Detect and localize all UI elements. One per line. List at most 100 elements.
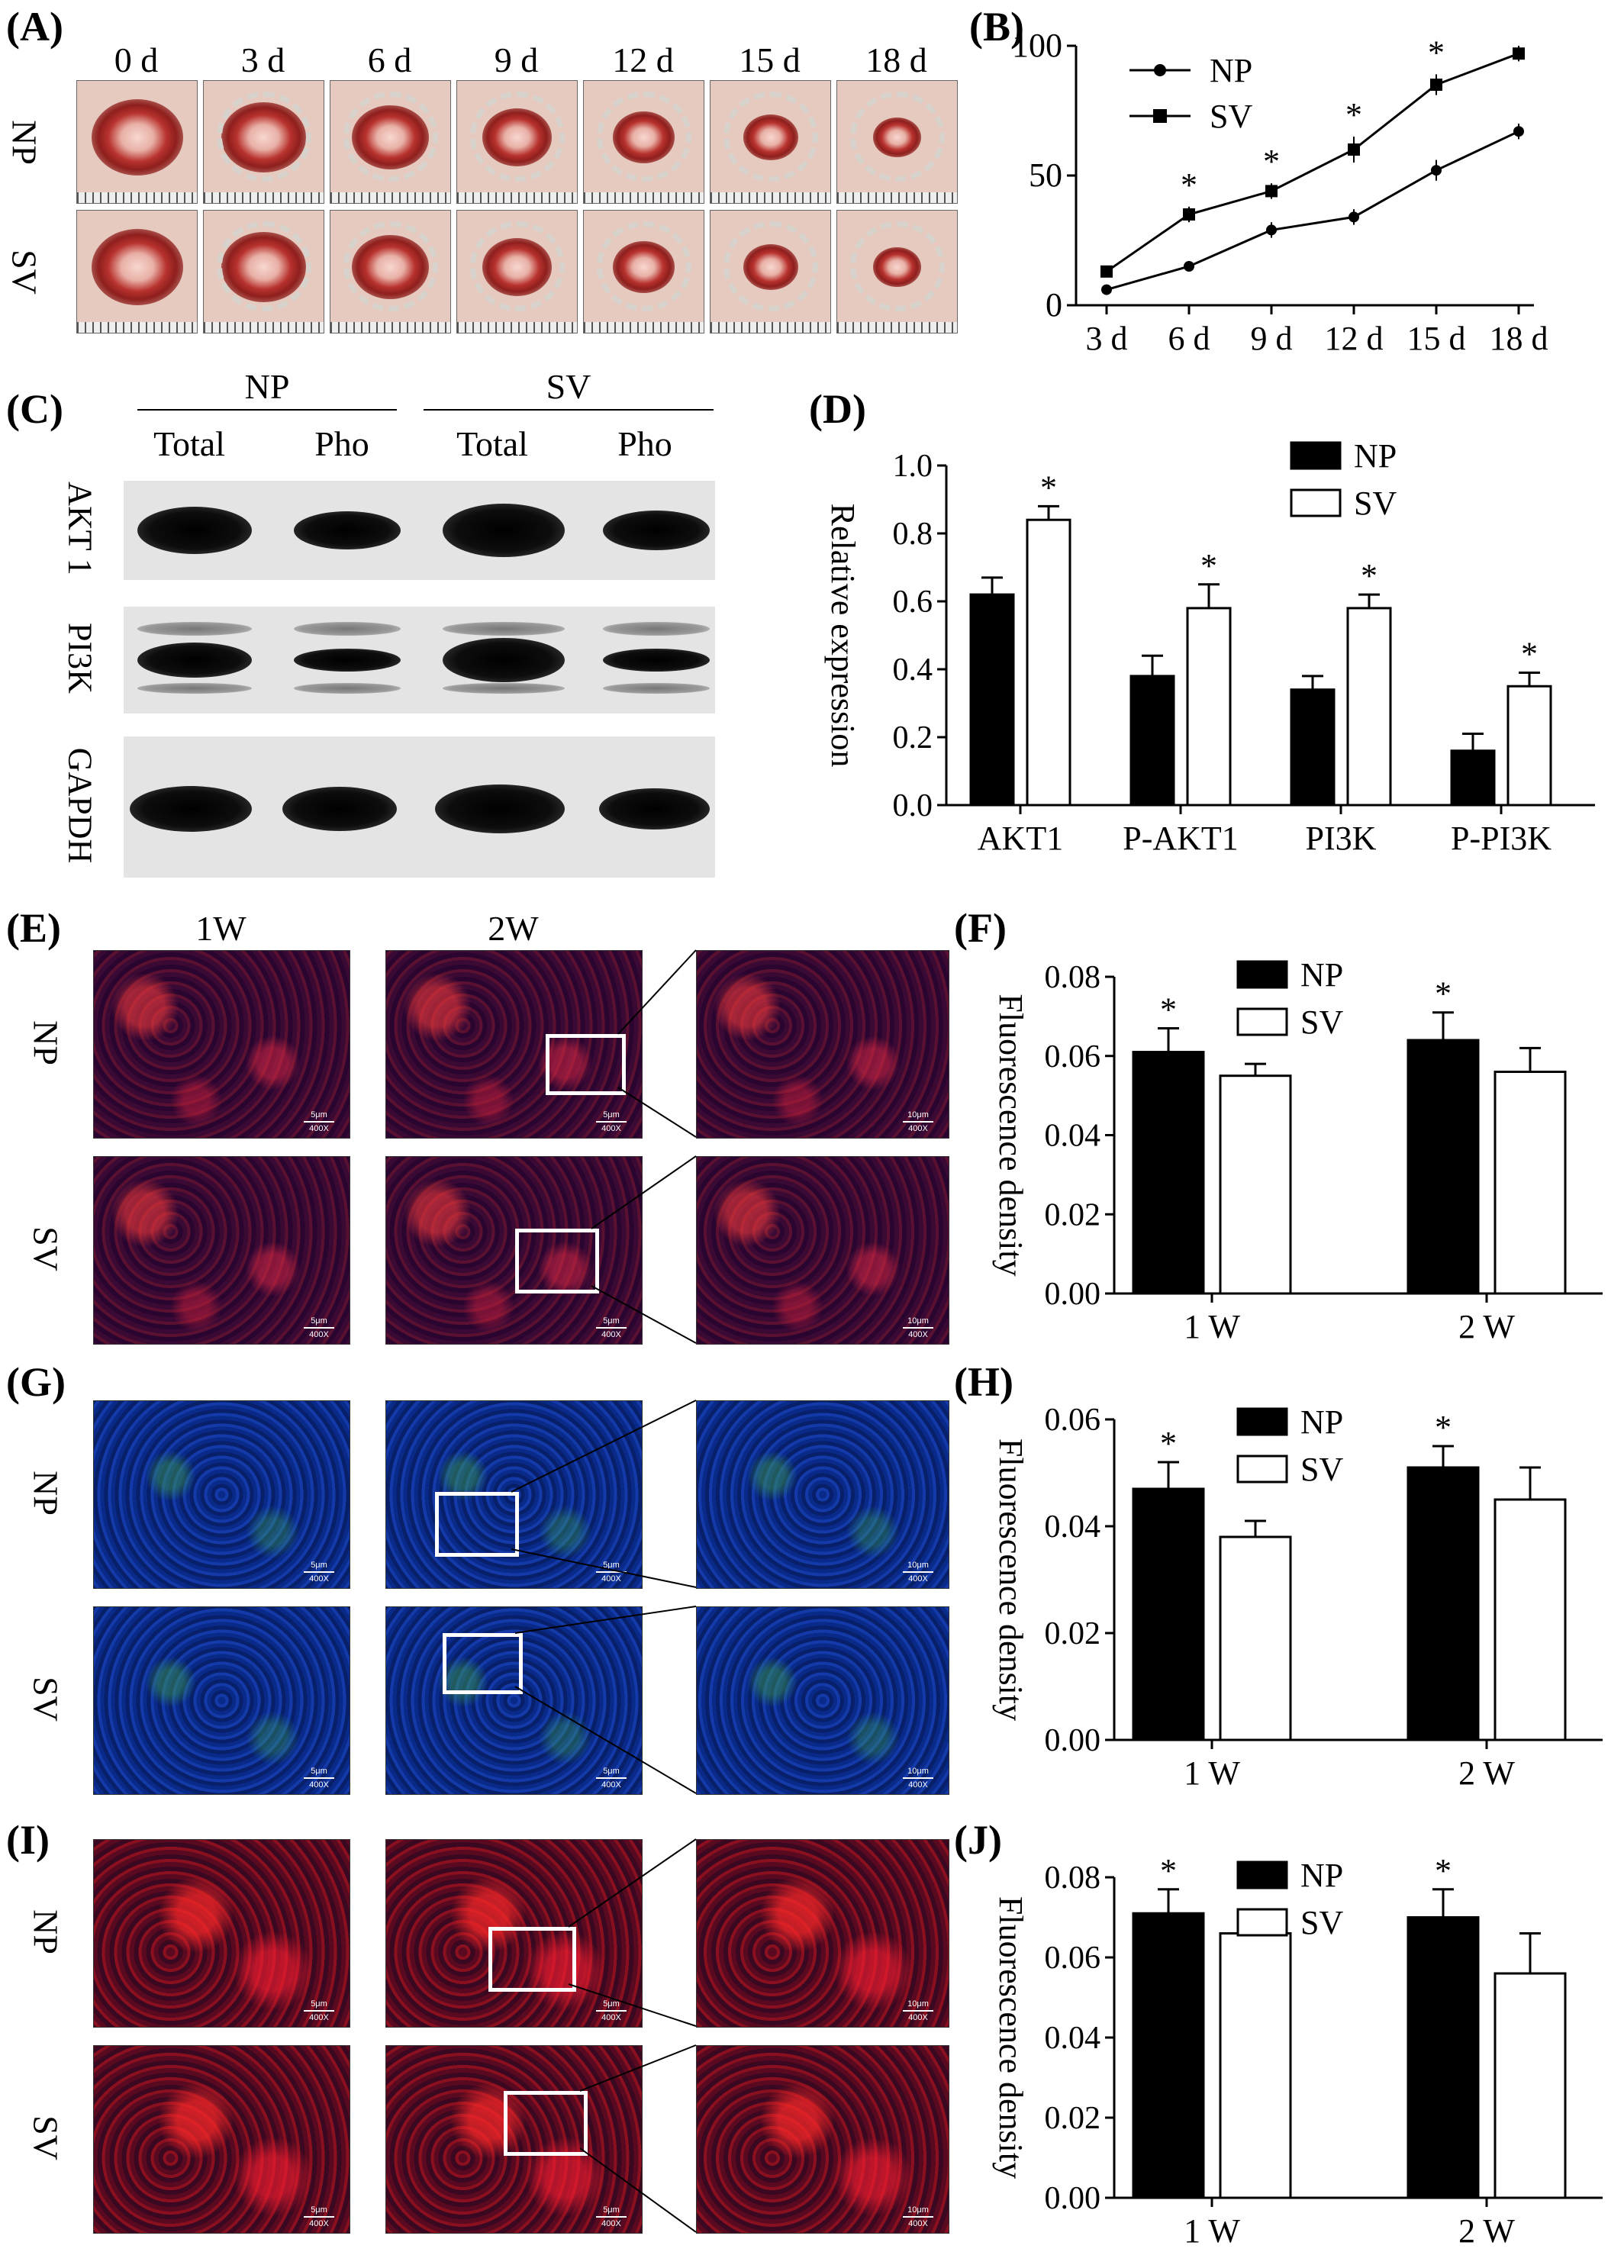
- ruler-strip: [457, 192, 577, 203]
- bar-sv: [1026, 518, 1071, 807]
- significance-mark: *: [1263, 143, 1280, 180]
- pi3k-faint-band: [137, 683, 252, 694]
- magnification-label: 400X: [309, 1124, 329, 1133]
- micrograph: 5μm 400X: [93, 2045, 350, 2234]
- series-line-sv: [1106, 52, 1519, 273]
- day-label: 6 d: [367, 40, 412, 79]
- panel-b-line-chart: 0 50 100 3 d 6 d 9 d 12 d 15 d 18 d * * * * * NP SV: [1012, 31, 1548, 357]
- data-point: [1431, 165, 1442, 176]
- bar-sv: [1346, 607, 1392, 807]
- gapdh-band: [282, 787, 397, 831]
- ruler-strip: [457, 322, 577, 333]
- scale-bar: [903, 1571, 933, 1573]
- suture-ring: [849, 221, 945, 311]
- bar-sv: [1506, 685, 1552, 807]
- ruler-strip: [837, 192, 957, 203]
- significance-mark: *: [1361, 557, 1378, 594]
- bar-sv: [1219, 1535, 1292, 1741]
- group-underline: [424, 409, 714, 411]
- y-tick-label: 0.02: [1045, 1616, 1101, 1651]
- day-label: 15 d: [739, 40, 801, 79]
- scale-bar: [596, 1777, 627, 1779]
- scale-bar-label: 10μm: [907, 1999, 929, 2009]
- lane-label: Pho: [617, 424, 672, 463]
- data-point: [1101, 284, 1112, 295]
- micrograph: 5μm 400X: [385, 1606, 643, 1795]
- ruler-strip: [584, 192, 704, 203]
- day-label: 3 d: [240, 40, 285, 79]
- scale-bar-label: 10μm: [907, 1110, 929, 1120]
- scale-bar: [596, 1327, 627, 1329]
- zoom-line: [511, 1548, 697, 1588]
- x-tick-label: 2 W: [1458, 2212, 1515, 2250]
- y-tick-label: 0.2: [893, 720, 933, 755]
- scale-bar: [596, 1121, 627, 1123]
- data-point: [1348, 143, 1360, 156]
- magnification-label: 400X: [309, 2219, 329, 2228]
- magnification-label: 400X: [601, 1124, 621, 1133]
- pi3k-faint-band: [294, 683, 401, 694]
- y-tick-label: 0.8: [893, 517, 933, 552]
- group-label-sv: SV: [546, 367, 591, 406]
- y-tick-label: 0.00: [1045, 1723, 1101, 1758]
- scale-bar: [903, 2216, 933, 2218]
- group-underline: [137, 409, 397, 411]
- day-label: 9 d: [494, 40, 539, 79]
- bar-sv: [1219, 1932, 1292, 2199]
- scale-bar-label: 10μm: [907, 1561, 929, 1570]
- ruler-strip: [584, 322, 704, 333]
- akt-band: [443, 504, 565, 557]
- ruler-strip: [330, 192, 450, 203]
- bar-np: [1129, 675, 1175, 807]
- pi3k-faint-band: [443, 683, 565, 694]
- data-point: [1184, 261, 1194, 272]
- micrograph: 5μm 400X: [93, 1400, 350, 1589]
- magnification-label: 400X: [309, 1574, 329, 1583]
- panel-label-g: (G): [6, 1359, 66, 1405]
- wound-photo: [76, 80, 198, 204]
- panel-label-e: (E): [6, 905, 61, 951]
- zoom-micrograph: 10μm 400X: [696, 1839, 949, 2028]
- ruler-strip: [204, 192, 324, 203]
- x-tick-label: 12 d: [1325, 320, 1384, 357]
- legend-swatch: [1236, 1860, 1288, 1889]
- pi3k-band: [443, 638, 565, 682]
- bar-np: [969, 593, 1015, 807]
- magnification-label: 400X: [601, 1574, 621, 1583]
- pi3k-faint-band: [603, 683, 710, 694]
- scale-bar: [903, 1327, 933, 1329]
- legend-marker: [1153, 109, 1167, 123]
- x-tick-label: 1 W: [1184, 1754, 1240, 1792]
- y-tick-label: 0.06: [1045, 1039, 1101, 1074]
- bar-np: [1450, 749, 1496, 807]
- significance-mark: *: [1181, 166, 1197, 204]
- suture-ring: [343, 221, 438, 311]
- zoom-line: [579, 2147, 697, 2233]
- micrograph: 5μm 400X: [385, 2045, 643, 2234]
- scale-bar: [304, 2010, 334, 2012]
- scale-bar: [304, 1571, 334, 1573]
- akt-band: [294, 511, 401, 549]
- panel-label-i: (I): [6, 1817, 50, 1863]
- scale-bar-label: 5μm: [603, 1316, 620, 1326]
- x-tick-label: 2 W: [1458, 1754, 1515, 1792]
- x-tick-label: AKT1: [978, 820, 1063, 857]
- legend-label: SV: [1300, 1451, 1343, 1488]
- x-tick-label: 9 d: [1251, 320, 1293, 357]
- zoom-line: [591, 1155, 697, 1229]
- legend-swatch: [1290, 488, 1342, 517]
- bar-sv: [1219, 1074, 1292, 1295]
- y-tick-label: 0.00: [1045, 2181, 1101, 2216]
- wound-photo: [710, 210, 831, 333]
- scale-bar: [304, 2216, 334, 2218]
- y-tick-label: 0.08: [1045, 960, 1101, 995]
- significance-mark: *: [1160, 1854, 1177, 1889]
- suture-ring: [723, 221, 818, 311]
- scale-bar: [596, 1571, 627, 1573]
- x-tick-label: PI3K: [1306, 820, 1377, 857]
- zoom-line: [514, 1686, 697, 1794]
- akt-band: [137, 507, 252, 554]
- y-tick-label: 0.06: [1045, 1403, 1101, 1438]
- micrograph: 5μm 400X: [93, 1156, 350, 1345]
- y-tick-label: 0.04: [1045, 2021, 1101, 2056]
